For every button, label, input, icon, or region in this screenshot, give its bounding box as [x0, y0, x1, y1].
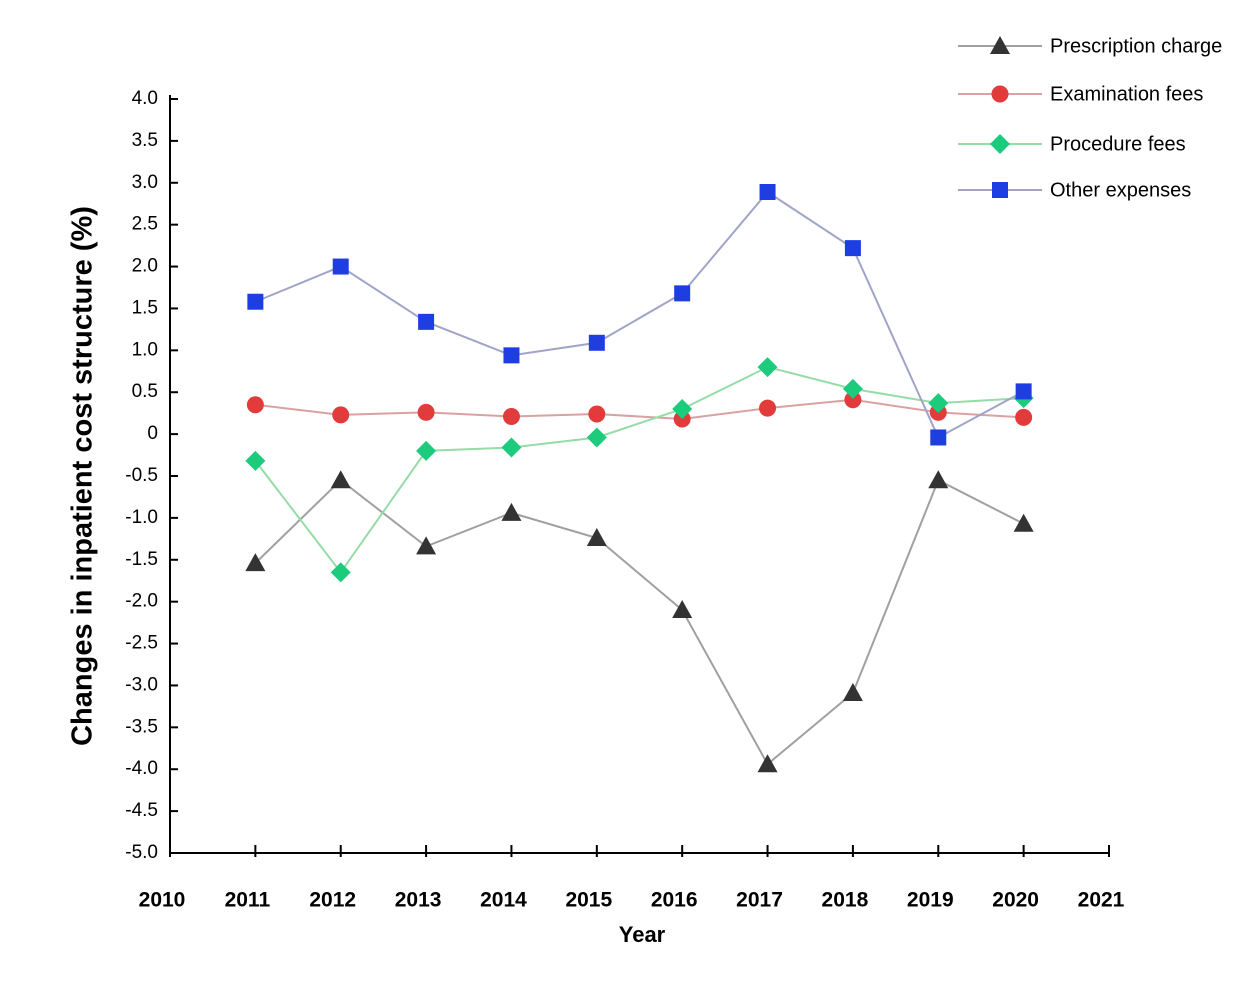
- marker: [501, 502, 522, 521]
- x-axis-label: Year: [619, 922, 666, 947]
- marker: [928, 470, 949, 489]
- marker: [1015, 383, 1032, 400]
- y-tick-label: -2.0: [125, 591, 158, 612]
- x-tick-label: 2020: [992, 889, 1039, 912]
- marker: [416, 536, 437, 555]
- y-axis-label: Changes in inpatient cost structure (%): [67, 206, 99, 746]
- marker: [928, 393, 949, 414]
- marker: [930, 429, 947, 446]
- marker: [332, 258, 349, 275]
- legend-label: Examination fees: [1050, 83, 1203, 105]
- x-tick-label: 2017: [736, 889, 783, 912]
- marker: [757, 357, 778, 378]
- x-tick-label: 2019: [907, 889, 954, 912]
- y-tick-label: 3.5: [132, 130, 158, 151]
- y-tick-label: 0: [147, 423, 158, 444]
- x-tick-label: 2016: [651, 889, 698, 912]
- marker: [418, 313, 435, 330]
- y-tick-label: 0.5: [132, 381, 158, 402]
- x-tick-label: 2015: [565, 889, 612, 912]
- marker: [672, 600, 693, 619]
- legend-marker: [990, 36, 1010, 54]
- marker: [586, 427, 607, 448]
- x-tick-label: 2010: [139, 889, 186, 912]
- marker: [503, 347, 520, 364]
- y-tick-label: -1.0: [125, 507, 158, 528]
- marker: [759, 399, 777, 417]
- y-tick-label: -1.5: [125, 549, 158, 570]
- series-line: [254, 190, 1025, 439]
- marker: [502, 408, 520, 426]
- x-tick-label: 2018: [822, 889, 869, 912]
- legend-label: Prescription charge: [1050, 35, 1222, 57]
- marker: [245, 553, 266, 572]
- legend-label: Procedure fees: [1050, 133, 1186, 155]
- legend-marker: [992, 182, 1008, 198]
- series-line: [254, 366, 1024, 575]
- y-tick-label: 3.0: [132, 172, 158, 193]
- legend-label: Other expenses: [1050, 179, 1191, 201]
- y-tick-label: -2.5: [125, 633, 158, 654]
- marker: [842, 682, 863, 701]
- marker: [416, 440, 437, 461]
- y-tick-label: 4.0: [132, 88, 158, 109]
- y-tick-label: 2.5: [132, 214, 158, 235]
- marker: [586, 527, 607, 546]
- marker: [246, 396, 264, 414]
- marker: [757, 754, 778, 773]
- x-tick-label: 2011: [225, 889, 271, 912]
- marker: [674, 285, 691, 302]
- x-tick-label: 2013: [395, 889, 442, 912]
- series-line: [254, 478, 1025, 766]
- series-line: [255, 398, 1024, 421]
- marker: [1015, 408, 1033, 426]
- marker: [673, 410, 691, 428]
- marker: [332, 406, 350, 424]
- marker: [844, 391, 862, 409]
- marker: [501, 437, 522, 458]
- marker: [844, 240, 861, 257]
- marker: [330, 470, 351, 489]
- y-tick-label: -3.0: [125, 674, 158, 695]
- marker: [247, 293, 264, 310]
- marker: [417, 403, 435, 421]
- marker: [588, 405, 606, 423]
- marker: [245, 450, 266, 471]
- marker: [330, 562, 351, 583]
- marker: [842, 378, 863, 399]
- y-tick-label: -4.5: [125, 800, 158, 821]
- legend-marker: [990, 134, 1010, 154]
- y-tick-label: -5.0: [125, 842, 158, 863]
- y-tick-label: 1.0: [132, 339, 158, 360]
- y-tick-label: -0.5: [125, 465, 158, 486]
- marker: [1013, 513, 1034, 532]
- x-tick-label: 2014: [480, 889, 527, 912]
- x-tick-label: 2012: [309, 889, 356, 912]
- marker: [672, 398, 693, 419]
- y-tick-label: -4.0: [125, 758, 158, 779]
- x-tick-label: 2021: [1078, 889, 1125, 912]
- marker: [588, 334, 605, 351]
- legend-marker: [991, 85, 1009, 103]
- y-tick-label: 2.0: [132, 256, 158, 277]
- y-tick-label: 1.5: [132, 297, 158, 318]
- y-tick-label: -3.5: [125, 716, 158, 737]
- marker: [759, 183, 776, 200]
